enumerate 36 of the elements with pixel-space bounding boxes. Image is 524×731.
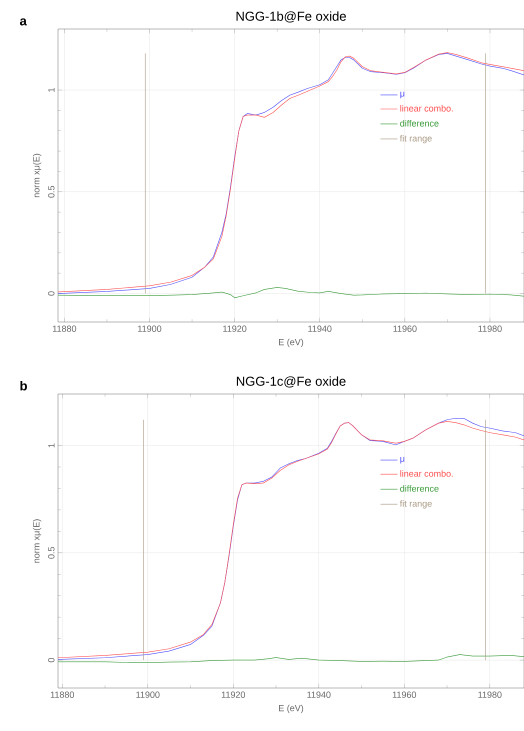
x-tick-label: 11880 (50, 692, 74, 698)
legend-label: linear combo. (400, 105, 453, 112)
y-tick-label: 1 (48, 88, 54, 92)
legend-label: fit range (400, 134, 432, 144)
line-series (58, 654, 524, 663)
x-tick-label: 11980 (478, 326, 502, 332)
text: b (20, 380, 27, 390)
x-tick-label: 11880 (52, 326, 76, 332)
y-axis-title: norm xμ(E) (32, 519, 42, 563)
x-tick-label: 11900 (136, 692, 160, 698)
y-tick-label: 1 (48, 443, 54, 448)
y-axis-title: norm xμ(E) (32, 154, 42, 198)
x-tick-label: 11900 (138, 326, 162, 332)
x-tick-label: 11940 (307, 692, 331, 698)
y-tick-label: 0 (48, 658, 54, 662)
chart-title: NGG-1c@Fe oxide (236, 376, 346, 388)
legend-label: difference (400, 120, 439, 127)
legend-label: difference (400, 485, 439, 492)
legend-label: fit range (400, 500, 432, 509)
y-tick-label: 0.5 (48, 186, 54, 198)
x-tick-label: 11960 (392, 692, 416, 698)
x-tick-label: 11960 (393, 326, 417, 332)
x-tick-label: 11920 (223, 326, 246, 332)
x-tick-label: 11920 (222, 692, 246, 698)
text: a (20, 18, 27, 26)
legend-label: μ (400, 92, 404, 98)
y-tick-label: 0.5 (48, 546, 54, 559)
x-tick-label: 11940 (308, 326, 332, 332)
legend-label: linear combo. (400, 470, 453, 477)
line-series (58, 287, 524, 298)
y-tick-label: 0 (48, 291, 54, 296)
x-axis-title: E (eV) (279, 704, 304, 714)
x-tick-label: 11980 (478, 692, 502, 698)
chart-title: NGG-1b@Fe oxide (236, 11, 346, 23)
legend-label: μ (400, 456, 404, 464)
x-axis-title: E (eV) (279, 338, 304, 348)
